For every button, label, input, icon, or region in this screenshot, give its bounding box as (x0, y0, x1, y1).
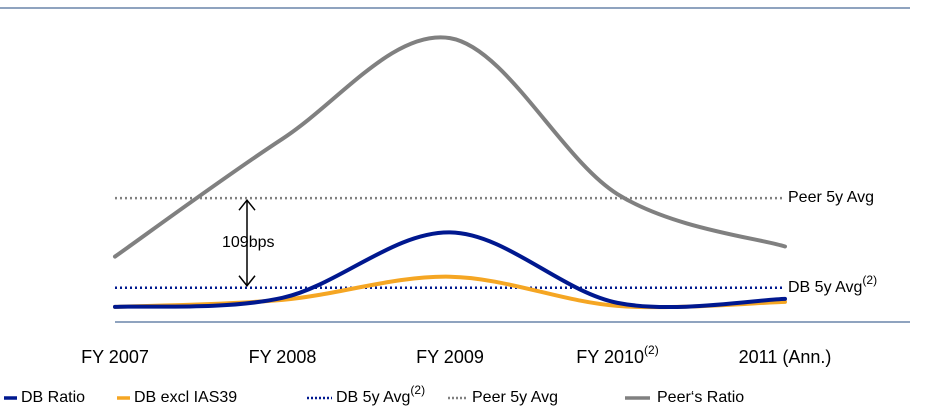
x-tick-label-text: FY 2010 (576, 347, 644, 367)
x-tick-label-text: 2011 (Ann.) (739, 347, 832, 367)
legend-label-text: DB excl IAS39 (134, 389, 237, 406)
x-tick-label: FY 2007 (81, 347, 149, 367)
legend-label: DB excl IAS39 (134, 389, 237, 406)
x-tick-label: FY 2008 (249, 347, 317, 367)
arrow-head (238, 198, 256, 211)
x-tick-label-text: FY 2008 (249, 347, 317, 367)
series-line (113, 230, 787, 310)
gap-annotation: 109bps (222, 234, 275, 251)
arrow-head (238, 275, 256, 287)
average-label: DB 5y Avg(2) (788, 273, 877, 296)
legend-label: Peer 5y Avg (472, 389, 558, 406)
legend-label: DB 5y Avg(2) (336, 383, 425, 406)
legend-label: Peer‘s Ratio (657, 389, 744, 406)
series-line (113, 35, 787, 259)
legend-label: DB Ratio (21, 389, 85, 406)
average-label-note: (2) (862, 273, 877, 287)
series-line (113, 274, 787, 310)
x-tick-label: FY 2010(2) (576, 343, 658, 367)
legend-label-text: DB 5y Avg (336, 389, 410, 406)
legend-label-text: Peer‘s Ratio (657, 389, 744, 406)
x-tick-label-text: FY 2007 (81, 347, 149, 367)
x-tick-label: 2011 (Ann.) (739, 347, 832, 367)
x-tick-label-note: (2) (644, 343, 659, 357)
x-tick-label: FY 2009 (416, 347, 484, 367)
legend-label-text: DB Ratio (21, 389, 85, 406)
average-label-text: Peer 5y Avg (788, 189, 874, 206)
average-label: Peer 5y Avg (788, 189, 874, 206)
average-label-text: DB 5y Avg (788, 279, 862, 296)
legend-label-note: (2) (410, 383, 425, 397)
x-tick-label-text: FY 2009 (416, 347, 484, 367)
legend-label-text: Peer 5y Avg (472, 389, 558, 406)
